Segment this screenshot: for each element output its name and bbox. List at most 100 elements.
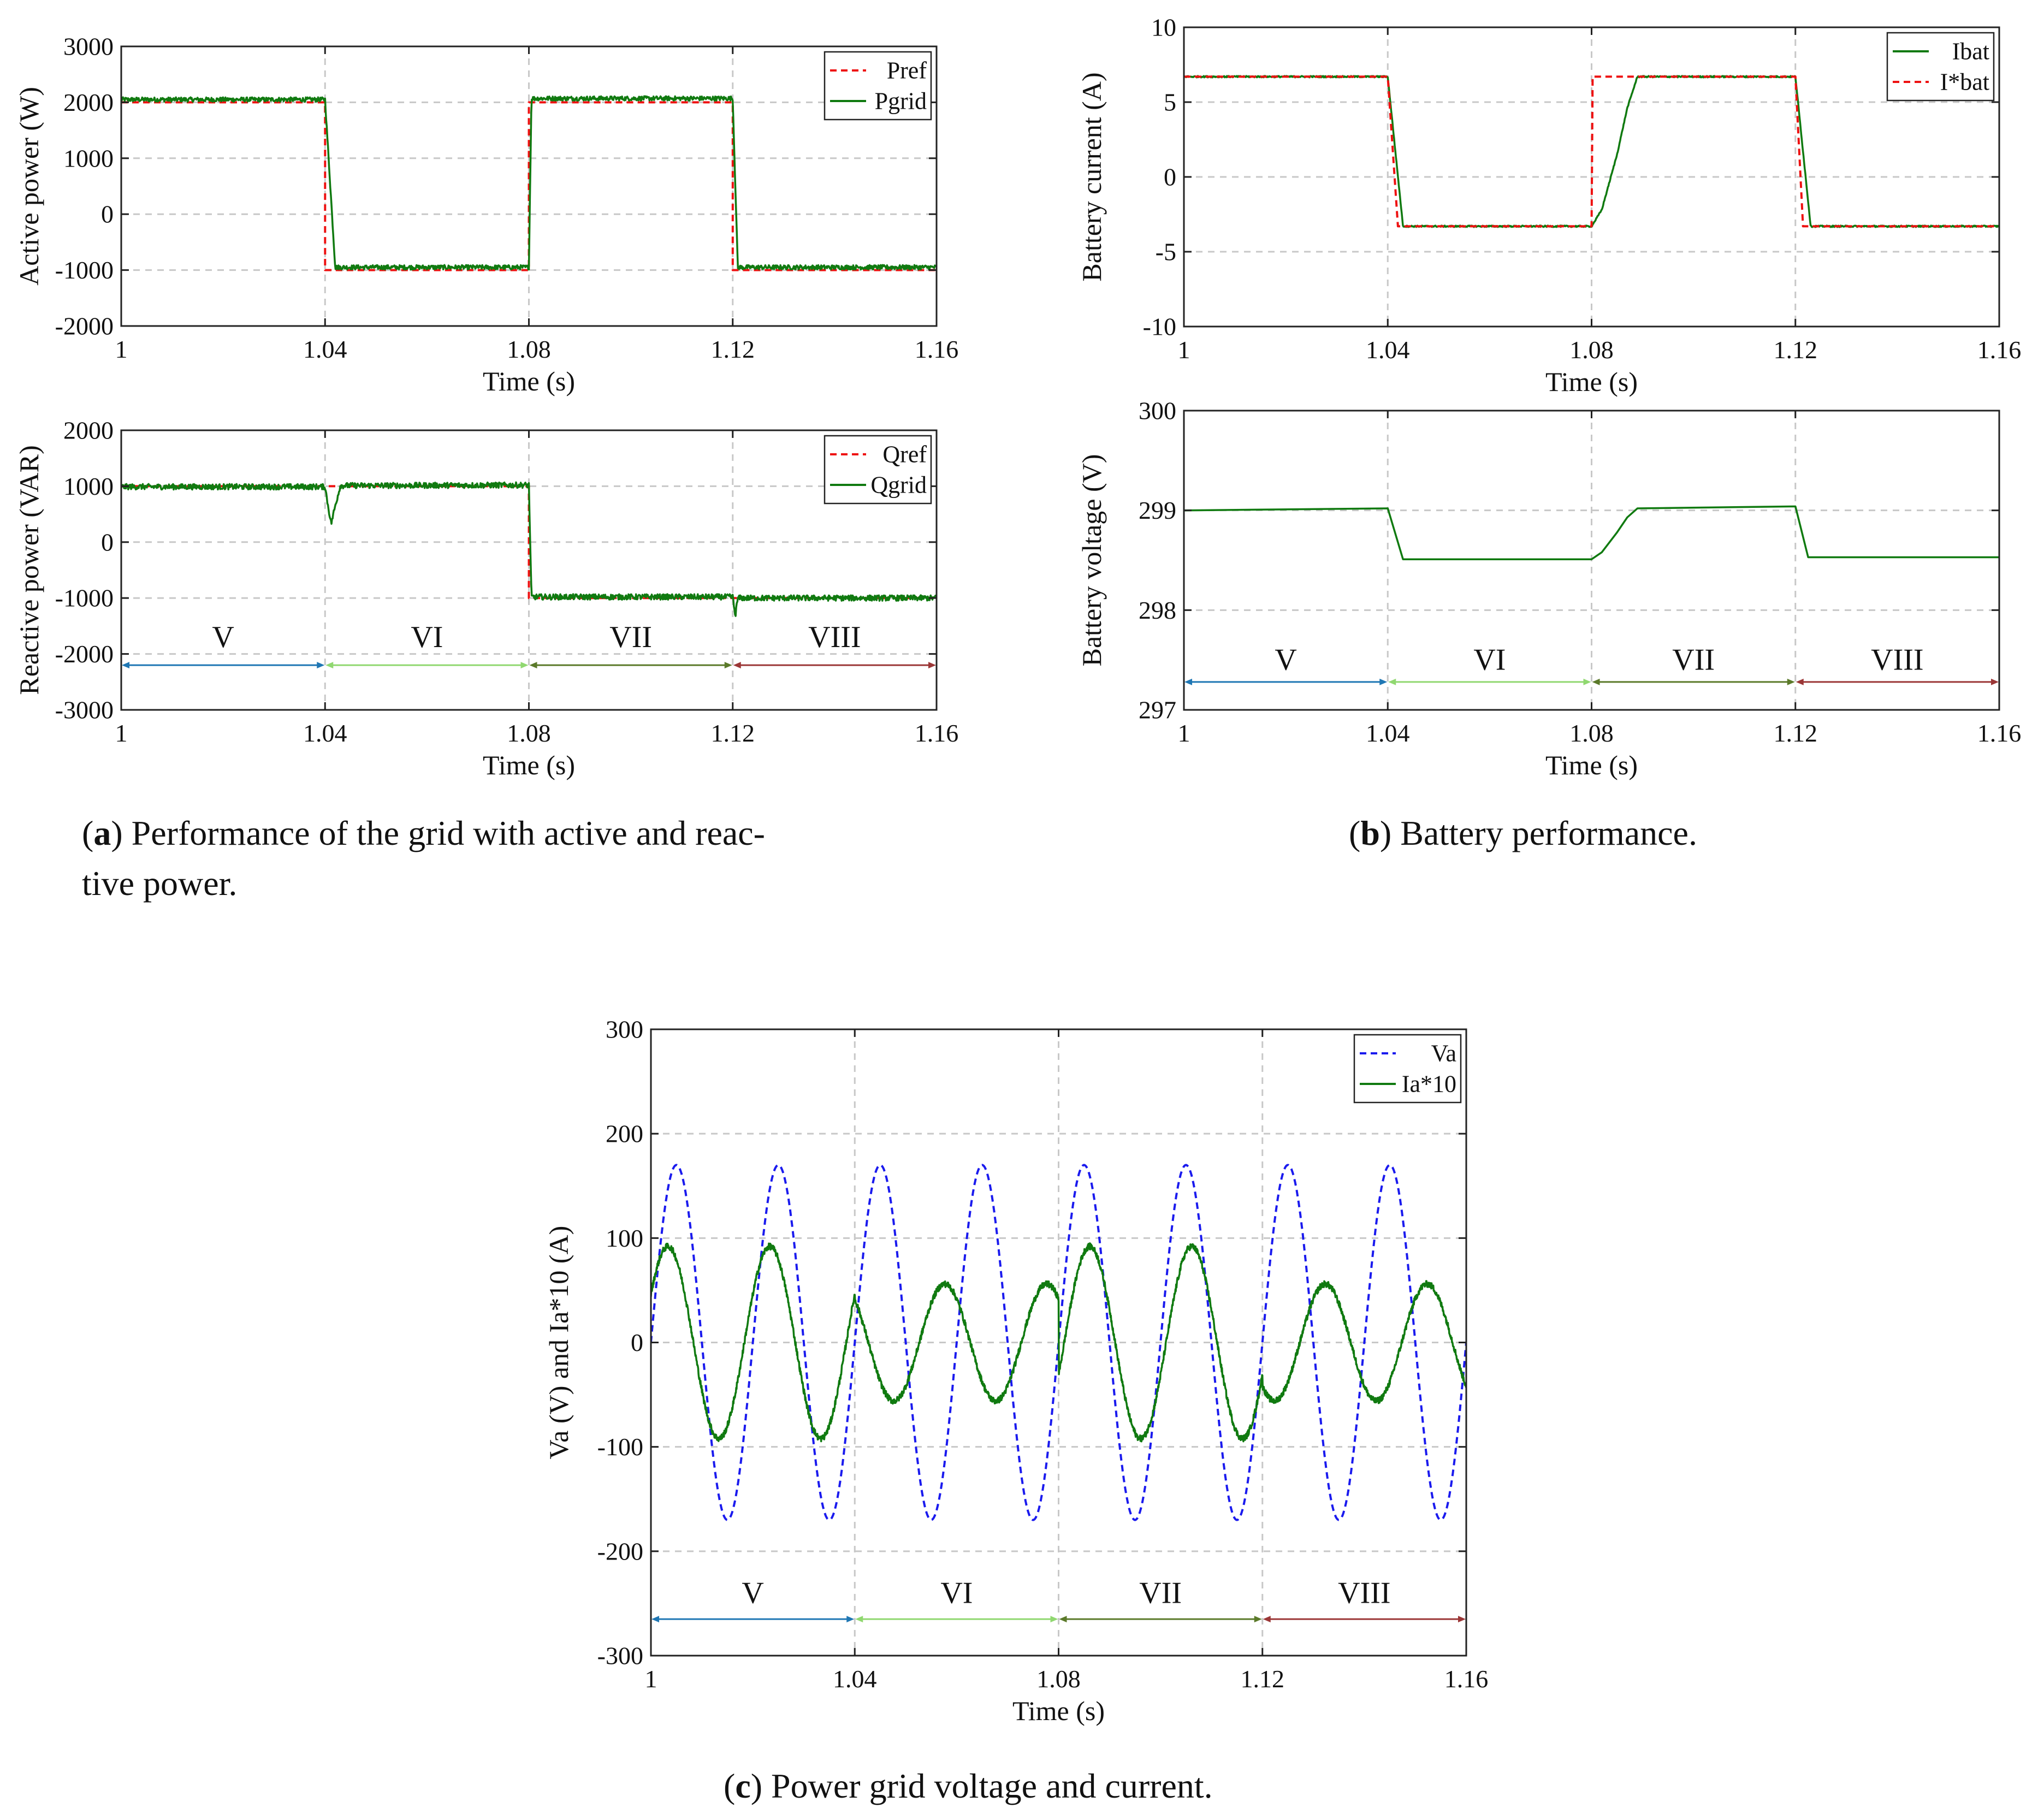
segment-V: V: [651, 1576, 855, 1623]
x-tick-label: 1.16: [915, 335, 959, 363]
x-tick-label: 1.12: [711, 719, 755, 747]
x-tick-label: 1: [115, 719, 128, 747]
legend-label: Ibat: [1952, 38, 1989, 65]
x-tick-label: 1.08: [507, 719, 551, 747]
series-va: [651, 1164, 1466, 1521]
segment-arrow-head: [1379, 678, 1388, 685]
segment-label: VII: [1139, 1576, 1182, 1610]
series-group: [121, 481, 937, 617]
legend-box: [1353, 1034, 1462, 1104]
x-tick-label: 1.08: [507, 335, 551, 363]
segment-VI: VI: [325, 620, 529, 669]
x-tick-label: 1.12: [711, 335, 755, 363]
segment-arrow-head: [1787, 678, 1795, 685]
x-tick-label: 1.16: [1977, 336, 2022, 364]
y-tick-label: 3000: [63, 33, 114, 61]
segment-arrow-head: [1059, 1616, 1067, 1623]
x-tick-label: 1.08: [1569, 719, 1614, 747]
y-tick-label: -200: [597, 1537, 643, 1565]
y-tick-label: -1000: [55, 584, 114, 612]
segment-arrow-head: [733, 662, 741, 669]
x-tick-label: 1: [115, 335, 128, 363]
chart-bat_voltage: V VI VII VIII 1 1.04 1.08 1.12 1.16 297 298 299 300 T…: [1076, 397, 2021, 781]
segment-arrow-head: [855, 1616, 863, 1623]
segment-arrow-head: [1050, 1616, 1058, 1623]
x-axis-label: Time (s): [1012, 1695, 1105, 1726]
x-tick-label: 1: [1178, 719, 1190, 747]
segment-VI: VI: [855, 1576, 1058, 1623]
x-tick-label: 1.16: [915, 719, 959, 747]
legend-label: I*bat: [1940, 69, 1989, 96]
x-tick-label: 1.04: [833, 1665, 877, 1693]
legend-box: [824, 435, 932, 505]
segment-label: VIII: [1871, 643, 1923, 677]
x-tick-label: 1.12: [1774, 336, 1818, 364]
y-tick-label: 5: [1164, 88, 1176, 116]
segment-arrow-head: [1796, 678, 1804, 685]
y-tick-label: 2000: [63, 417, 114, 444]
x-axis-label: Time (s): [1545, 366, 1638, 397]
caption-a: (a) Performance of the grid with active …: [82, 814, 765, 903]
segment-arrow-head: [1388, 678, 1396, 685]
segment-arrow-head: [1592, 678, 1600, 685]
segment-VIII: VIII: [733, 620, 936, 669]
chart-active: 1 1.04 1.08 1.12 1.16 -2000 -1000 0 1000 2000 3000…: [14, 33, 958, 397]
y-axis-label: Va (V) and Ia*10 (A): [543, 1226, 574, 1460]
segment-label: V: [212, 620, 234, 654]
x-tick-label: 1.04: [303, 719, 347, 747]
x-tick-label: 1.04: [1366, 719, 1410, 747]
x-tick-label: 1.16: [1444, 1665, 1489, 1693]
chart-bat_current: 1 1.04 1.08 1.12 1.16 -10 -5 0 5 10 Time (s) Batter…: [1076, 14, 2021, 398]
segment-arrow-head: [325, 662, 334, 669]
y-tick-label: 100: [606, 1224, 643, 1252]
legend: Ibat I*bat: [1886, 32, 1995, 102]
y-tick-label: -100: [597, 1433, 643, 1461]
y-tick-label: 297: [1139, 696, 1176, 724]
series-pgrid: [121, 95, 937, 271]
segment-label: VI: [1473, 643, 1506, 677]
segment-label: VI: [411, 620, 443, 654]
y-tick-label: 0: [631, 1329, 643, 1356]
y-tick-label: 300: [1139, 397, 1176, 425]
legend-label: Pgrid: [875, 88, 927, 115]
series-ia-10: [651, 1242, 1466, 1443]
legend-label: Qref: [882, 441, 927, 468]
segment-VIII: VIII: [1263, 1576, 1466, 1623]
y-tick-label: -2000: [55, 312, 114, 340]
y-tick-label: -1000: [55, 256, 114, 284]
x-tick-label: 1.04: [303, 335, 347, 363]
legend-label: Ia*10: [1402, 1071, 1456, 1098]
caption-b: (b) Battery performance.: [1349, 814, 1697, 852]
segment-VI: VI: [1388, 643, 1591, 685]
segment-arrow-head: [1254, 1616, 1262, 1623]
segment-arrow-head: [651, 1616, 659, 1623]
y-tick-label: 0: [101, 200, 114, 228]
caption-c: (c) Power grid voltage and current.: [724, 1766, 1213, 1805]
y-tick-label: 200: [606, 1120, 643, 1148]
legend-box: [824, 51, 932, 121]
y-tick-label: -10: [1143, 313, 1176, 341]
legend: Va Ia*10: [1353, 1034, 1462, 1104]
y-tick-label: -3000: [55, 696, 114, 724]
y-tick-label: 1000: [63, 472, 114, 500]
legend-label: Va: [1431, 1040, 1456, 1067]
segment-arrow-head: [1184, 678, 1192, 685]
segment-label: V: [742, 1576, 763, 1610]
series-group: [121, 95, 937, 271]
segment-label: VII: [609, 620, 652, 654]
x-tick-label: 1.08: [1036, 1665, 1081, 1693]
segment-arrow-head: [1458, 1616, 1466, 1623]
segment-label: VIII: [808, 620, 861, 654]
y-axis-label: Active power (W): [14, 87, 44, 286]
segment-label: VII: [1672, 643, 1715, 677]
y-tick-label: 0: [1164, 163, 1176, 191]
x-tick-label: 1.08: [1569, 336, 1614, 364]
y-tick-label: 10: [1151, 14, 1176, 42]
segment-arrow-head: [1583, 678, 1591, 685]
y-tick-label: 1000: [63, 144, 114, 172]
y-axis-label: Battery voltage (V): [1076, 454, 1107, 667]
segment-label: VIII: [1338, 1576, 1390, 1610]
segment-arrow-head: [1991, 678, 1999, 685]
y-axis-label: Reactive power (VAR): [14, 445, 44, 695]
